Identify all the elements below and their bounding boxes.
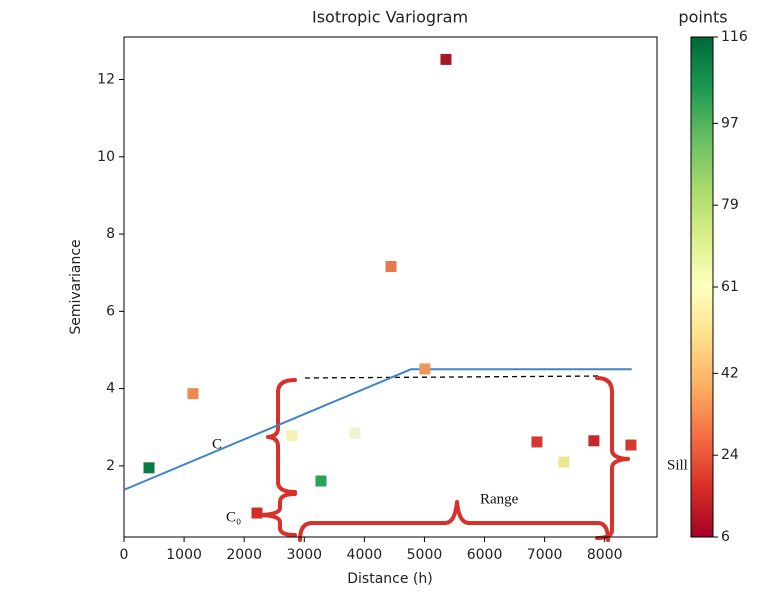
colorbar-label: points bbox=[678, 8, 727, 27]
x-tick-label: 4000 bbox=[347, 547, 383, 563]
x-tick-label: 2000 bbox=[226, 547, 262, 563]
y-tick-label: 4 bbox=[106, 381, 115, 397]
annotations: C C₀ Range Sill bbox=[212, 375, 688, 542]
y-tick-label: 10 bbox=[97, 149, 115, 165]
point bbox=[251, 507, 263, 519]
fit-line bbox=[123, 368, 632, 491]
y-tick-label: 8 bbox=[106, 226, 115, 242]
sill-brace bbox=[595, 376, 630, 540]
y-tick-label: 6 bbox=[106, 303, 115, 319]
point bbox=[440, 53, 452, 65]
colorbar-tick-label: 42 bbox=[721, 365, 739, 381]
point bbox=[143, 462, 155, 474]
y-tick-label: 12 bbox=[97, 72, 115, 88]
colorbar bbox=[690, 36, 714, 538]
point bbox=[588, 435, 600, 447]
colorbar-tick-label: 97 bbox=[721, 115, 739, 131]
x-axis-label: Distance (h) bbox=[347, 571, 432, 587]
x-tick-label: 3000 bbox=[286, 547, 322, 563]
c0-brace bbox=[260, 492, 297, 537]
colorbar-tick-label: 61 bbox=[721, 279, 739, 295]
x-tick-label: 8000 bbox=[587, 547, 623, 563]
x-tick-label: 1000 bbox=[166, 547, 202, 563]
y-axis-label: Semivariance bbox=[68, 239, 84, 334]
range-brace bbox=[298, 500, 610, 542]
point bbox=[385, 261, 397, 273]
x-tick-label: 5000 bbox=[407, 547, 443, 563]
y-tick-label: 2 bbox=[106, 458, 115, 474]
point bbox=[531, 436, 543, 448]
x-tick-label: 6000 bbox=[467, 547, 503, 563]
colorbar-tick-label: 116 bbox=[721, 29, 748, 45]
point bbox=[558, 456, 570, 468]
annotation: C₀ bbox=[226, 509, 241, 525]
chart-title: Isotropic Variogram bbox=[312, 8, 468, 27]
point bbox=[315, 475, 327, 487]
point bbox=[625, 439, 637, 451]
point bbox=[187, 388, 199, 400]
point bbox=[349, 427, 361, 439]
point bbox=[286, 430, 298, 442]
sill-dashed-line bbox=[304, 375, 603, 379]
x-tick-label: 7000 bbox=[527, 547, 563, 563]
annotation: C bbox=[212, 436, 222, 452]
x-tick-label: 0 bbox=[120, 547, 129, 563]
plot-frame bbox=[123, 36, 658, 538]
c-brace bbox=[266, 378, 297, 494]
annotation: Sill bbox=[667, 457, 688, 473]
colorbar-tick-label: 79 bbox=[721, 197, 739, 213]
point bbox=[419, 363, 431, 375]
colorbar-tick-label: 24 bbox=[721, 447, 739, 463]
annotation: Range bbox=[480, 491, 519, 507]
colorbar-tick-label: 6 bbox=[721, 529, 730, 545]
